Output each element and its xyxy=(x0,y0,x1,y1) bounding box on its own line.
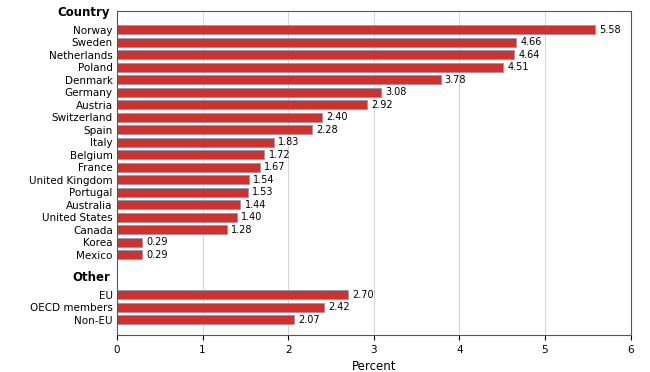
Text: 1.67: 1.67 xyxy=(264,162,286,172)
Text: Other: Other xyxy=(72,270,110,283)
Text: 4.66: 4.66 xyxy=(520,38,541,47)
Bar xyxy=(117,88,381,97)
Bar xyxy=(117,63,503,72)
Text: 0.29: 0.29 xyxy=(146,250,168,260)
Text: 1.72: 1.72 xyxy=(268,150,290,160)
Text: 1.83: 1.83 xyxy=(278,137,299,147)
Text: 4.64: 4.64 xyxy=(519,50,540,60)
Text: 0.29: 0.29 xyxy=(146,237,168,247)
Text: Country: Country xyxy=(58,6,110,19)
Bar xyxy=(117,25,595,34)
Text: 2.28: 2.28 xyxy=(317,125,338,135)
Text: 2.40: 2.40 xyxy=(327,112,348,122)
Text: 2.07: 2.07 xyxy=(298,315,320,325)
Bar xyxy=(117,250,142,259)
Bar xyxy=(117,113,322,122)
Text: 1.54: 1.54 xyxy=(253,175,274,185)
Bar xyxy=(117,175,249,185)
Text: 1.44: 1.44 xyxy=(244,200,266,210)
Bar xyxy=(117,188,248,197)
Text: 2.70: 2.70 xyxy=(352,290,374,300)
Bar xyxy=(117,38,516,47)
Bar xyxy=(117,138,274,147)
Bar xyxy=(117,76,441,84)
Bar xyxy=(117,201,240,209)
Text: 2.92: 2.92 xyxy=(371,100,393,110)
Bar xyxy=(117,100,367,109)
Text: 1.40: 1.40 xyxy=(241,212,263,222)
Text: 3.78: 3.78 xyxy=(445,75,466,85)
Text: 4.51: 4.51 xyxy=(507,62,528,73)
Bar xyxy=(117,290,348,299)
Bar xyxy=(117,213,237,222)
Text: 3.08: 3.08 xyxy=(385,87,406,97)
Text: 1.28: 1.28 xyxy=(231,225,252,235)
Bar xyxy=(117,150,264,159)
Text: 5.58: 5.58 xyxy=(599,25,621,35)
Bar xyxy=(117,238,142,247)
X-axis label: Percent: Percent xyxy=(352,360,396,372)
Bar xyxy=(117,50,514,60)
Bar xyxy=(117,163,260,172)
Bar xyxy=(117,303,324,312)
Bar xyxy=(117,125,312,134)
Text: 1.53: 1.53 xyxy=(252,187,274,198)
Text: 2.42: 2.42 xyxy=(328,302,350,312)
Bar xyxy=(117,315,294,324)
Bar xyxy=(117,225,227,234)
